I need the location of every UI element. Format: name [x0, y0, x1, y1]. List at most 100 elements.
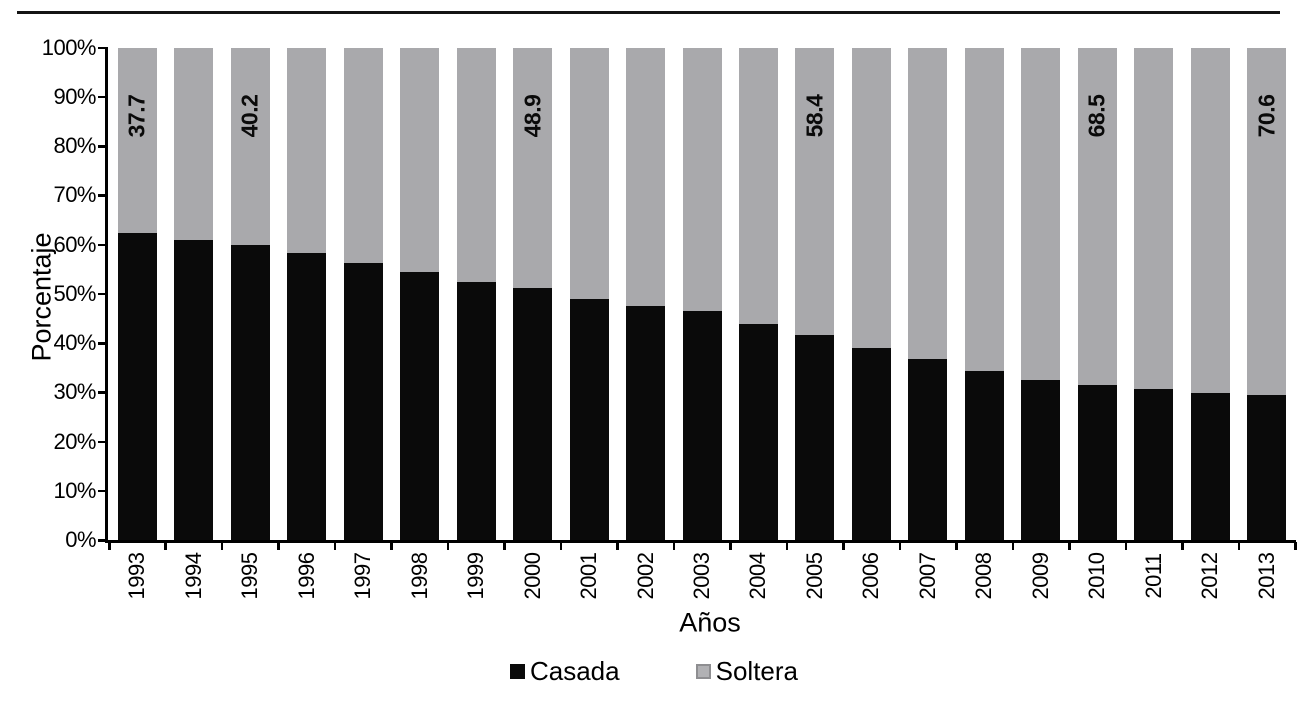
y-tick-label: 90% [53, 83, 96, 109]
x-category-label: 2005 [801, 552, 827, 600]
top-rule [17, 11, 1280, 14]
x-category-label: 2000 [519, 552, 545, 600]
bar-1999-soltera [456, 47, 496, 283]
x-category-label: 1998 [406, 552, 432, 600]
y-tick [98, 145, 106, 148]
x-tick [729, 542, 732, 550]
bar-1996-soltera [287, 47, 327, 254]
bar-1999-casada [456, 282, 496, 540]
x-category-label: 2001 [576, 552, 602, 600]
bar-2006-casada [851, 348, 891, 540]
x-tick [842, 542, 845, 550]
bar-2004-soltera [738, 47, 778, 325]
bar-2009-casada [1021, 380, 1061, 540]
y-tick-label: 30% [53, 379, 96, 405]
bar-2011-soltera [1134, 47, 1174, 390]
x-tick [1124, 542, 1128, 550]
x-category-label: 1995 [237, 552, 263, 600]
soltera-swatch-icon [695, 664, 711, 679]
y-tick-label: 60% [53, 231, 96, 257]
legend-item-soltera: Soltera [695, 656, 798, 687]
y-tick [98, 391, 106, 394]
bar-value-label: 37.7 [123, 94, 150, 138]
bar-2009-soltera [1021, 47, 1061, 381]
x-tick [390, 542, 393, 550]
y-tick-label: 40% [53, 330, 96, 355]
bar-1998-soltera [400, 47, 440, 273]
bar-2012-soltera [1190, 47, 1230, 393]
y-tick [98, 342, 106, 345]
bar-2000-casada [513, 288, 553, 540]
x-tick [672, 542, 676, 550]
x-axis-title: Años [679, 607, 741, 638]
y-tick [98, 292, 106, 296]
bar-2005-soltera [795, 47, 835, 336]
bar-1993-casada [117, 233, 157, 540]
y-tick [98, 95, 106, 99]
x-category-label: 2004 [745, 552, 771, 600]
bar-2013-soltera [1247, 47, 1287, 396]
x-tick [1181, 542, 1184, 550]
x-category-label: 1994 [180, 552, 206, 600]
bar-2011-casada [1134, 389, 1174, 540]
x-tick [446, 542, 450, 550]
x-category-label: 2009 [1027, 552, 1053, 600]
x-category-label: 2003 [689, 552, 714, 600]
x-tick [1237, 542, 1241, 550]
y-tick [98, 194, 106, 197]
bar-value-label: 48.9 [519, 94, 546, 138]
bar-1995-casada [230, 245, 270, 540]
x-category-label: 1996 [293, 552, 319, 600]
x-tick [220, 542, 224, 550]
bar-2004-casada [738, 324, 778, 540]
x-category-label: 2012 [1197, 552, 1223, 600]
bar-1993-soltera [117, 47, 157, 234]
bar-value-label: 58.4 [801, 94, 828, 138]
bar-1994-soltera [174, 47, 214, 240]
legend-item-casada: Casada [509, 656, 620, 687]
casada-swatch-icon [509, 664, 525, 679]
bar-2010-casada [1077, 384, 1117, 540]
bar-2003-soltera [682, 47, 722, 312]
x-tick [1294, 542, 1297, 550]
y-tick [98, 440, 106, 443]
bar-value-label: 68.5 [1083, 94, 1110, 138]
y-tick [98, 489, 106, 493]
y-tick-label: 0% [65, 527, 96, 552]
x-tick [108, 542, 111, 550]
legend: Casada Soltera [0, 656, 1308, 687]
x-tick [785, 542, 789, 550]
bar-2007-casada [908, 358, 948, 540]
x-category-label: 2007 [914, 552, 940, 600]
bar-2001-soltera [569, 47, 609, 300]
bar-value-label: 40.2 [236, 94, 263, 138]
legend-label-soltera: Soltera [715, 656, 798, 686]
bar-1997-soltera [343, 47, 383, 263]
x-category-label: 2013 [1253, 552, 1279, 600]
bar-2006-soltera [851, 47, 891, 349]
bar-2007-soltera [908, 47, 948, 359]
bar-2010-soltera [1077, 47, 1117, 385]
legend-label-casada: Casada [529, 656, 620, 686]
bar-1996-casada [287, 253, 327, 540]
x-category-label: 2002 [632, 552, 658, 600]
x-category-label: 1993 [124, 552, 150, 600]
x-tick [333, 542, 337, 550]
x-tick [955, 542, 958, 550]
bar-2003-casada [682, 311, 722, 540]
y-tick-label: 80% [53, 133, 96, 158]
bar-2012-casada [1190, 392, 1230, 540]
x-category-label: 2006 [858, 552, 884, 600]
y-tick-label: 50% [53, 280, 96, 306]
bar-value-label: 70.6 [1253, 94, 1280, 138]
bar-1995-soltera [230, 47, 270, 246]
y-tick-label: 10% [53, 477, 96, 503]
x-tick [164, 542, 167, 550]
bar-2005-casada [795, 335, 835, 540]
x-tick [277, 542, 280, 550]
x-tick [616, 542, 619, 550]
bar-2013-casada [1247, 395, 1287, 540]
bar-2000-soltera [513, 47, 553, 289]
bar-2008-casada [964, 371, 1004, 540]
